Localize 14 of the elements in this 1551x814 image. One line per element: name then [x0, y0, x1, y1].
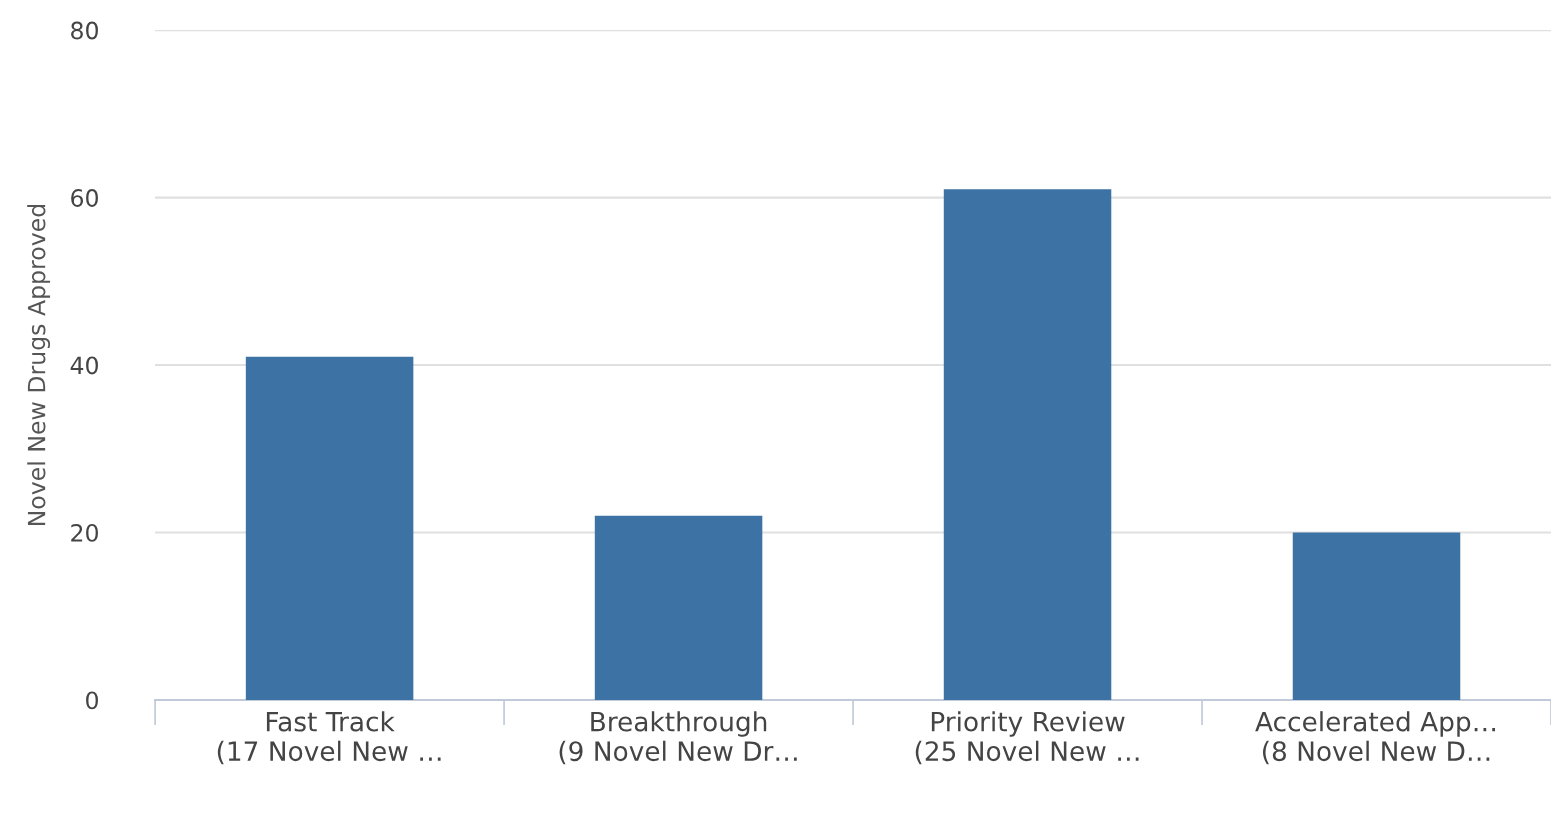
y-tick-label: 40	[70, 356, 98, 375]
y-tick-label: 0	[86, 691, 98, 710]
x-tick-label: Breakthrough (9 Novel New Dr…	[559, 711, 797, 765]
bar	[245, 356, 414, 701]
bar	[594, 515, 763, 701]
bar	[1292, 532, 1461, 701]
bar	[943, 189, 1112, 701]
x-tick-label: Accelerated App… (8 Novel New D…	[1255, 711, 1496, 765]
x-tick-label: Fast Track (17 Novel New …	[217, 711, 441, 765]
y-tick-label: 60	[71, 189, 98, 207]
y-tick-label: 20	[71, 524, 98, 542]
y-tick-label: 80	[71, 21, 98, 40]
y-axis-title: Novel New Drugs Approved	[27, 204, 51, 526]
x-tick-label: Priority Review (25 Novel New …	[915, 711, 1139, 765]
